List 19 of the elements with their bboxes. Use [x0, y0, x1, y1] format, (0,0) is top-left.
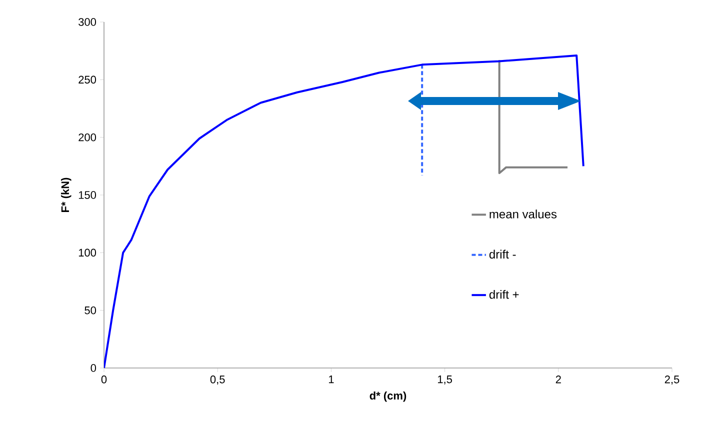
legend-label: drift + — [489, 290, 519, 299]
y-tick-label: 200 — [78, 133, 96, 142]
y-axis-title: F* (kN) — [61, 178, 72, 212]
y-tick-label: 0 — [90, 364, 96, 372]
y-tick-label: 150 — [78, 191, 96, 199]
x-tick-label: 1 — [328, 376, 334, 384]
y-tick-label: 50 — [84, 306, 96, 314]
x-tick-label: 0 — [101, 376, 107, 384]
x-tick-label: 1,5 — [438, 376, 452, 385]
y-tick-label: 300 — [78, 18, 96, 26]
y-tick-label: 100 — [78, 248, 96, 257]
legend-label: mean values — [490, 210, 557, 218]
x-axis-title: d* (cm) — [370, 391, 406, 402]
x-tick-label: 2,5 — [664, 376, 680, 385]
x-tick-label: 2 — [556, 376, 561, 384]
y-tick-label: 250 — [78, 76, 96, 84]
legend-label: drift - — [489, 250, 516, 259]
line-series — [104, 54, 584, 368]
x-tick-label: 0,5 — [210, 376, 225, 385]
